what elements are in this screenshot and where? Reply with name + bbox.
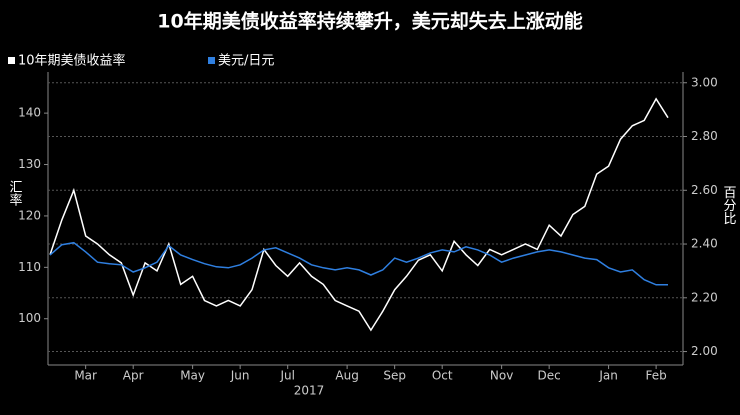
y2-tick-label: 2.20 bbox=[691, 290, 718, 304]
x-tick-label: Jul bbox=[279, 369, 294, 383]
x-tick-label: Oct bbox=[432, 369, 453, 383]
y2-axis-label: 百分比 bbox=[721, 186, 737, 226]
x-tick-label: Jan bbox=[598, 369, 618, 383]
x-tick-label: Dec bbox=[538, 369, 561, 383]
legend-label: 10年期美债收益率 bbox=[18, 53, 126, 69]
x-tick-label: Apr bbox=[123, 369, 144, 383]
x-axis-label: 2017 bbox=[294, 384, 325, 398]
y2-tick-label: 2.40 bbox=[691, 237, 718, 251]
x-tick-label: Sep bbox=[383, 369, 406, 383]
y-tick-label: 130 bbox=[18, 157, 41, 171]
y-axis-label: 汇率 bbox=[7, 180, 23, 206]
chart-title: 10年期美债收益率持续攀升，美元却失去上涨动能 bbox=[157, 10, 582, 33]
x-tick-label: Aug bbox=[335, 369, 358, 383]
x-tick-label: Nov bbox=[490, 369, 513, 383]
x-tick-label: May bbox=[180, 369, 205, 383]
legend-swatch bbox=[8, 57, 15, 64]
legend-label: 美元/日元 bbox=[218, 54, 274, 69]
y2-tick-label: 3.00 bbox=[691, 75, 718, 89]
y-tick-label: 110 bbox=[18, 260, 41, 274]
x-tick-label: Mar bbox=[74, 369, 97, 383]
series-line bbox=[49, 241, 668, 286]
y-tick-label: 120 bbox=[18, 208, 41, 222]
x-tick-label: Feb bbox=[645, 369, 666, 383]
legend-swatch bbox=[208, 57, 215, 64]
y2-tick-label: 2.00 bbox=[691, 344, 718, 358]
x-tick-label: Jun bbox=[230, 369, 250, 383]
series-line bbox=[49, 97, 669, 332]
y2-tick-label: 2.80 bbox=[691, 129, 718, 143]
y2-tick-label: 2.60 bbox=[691, 183, 718, 197]
y-tick-label: 100 bbox=[18, 311, 41, 325]
y-tick-label: 140 bbox=[18, 106, 41, 120]
